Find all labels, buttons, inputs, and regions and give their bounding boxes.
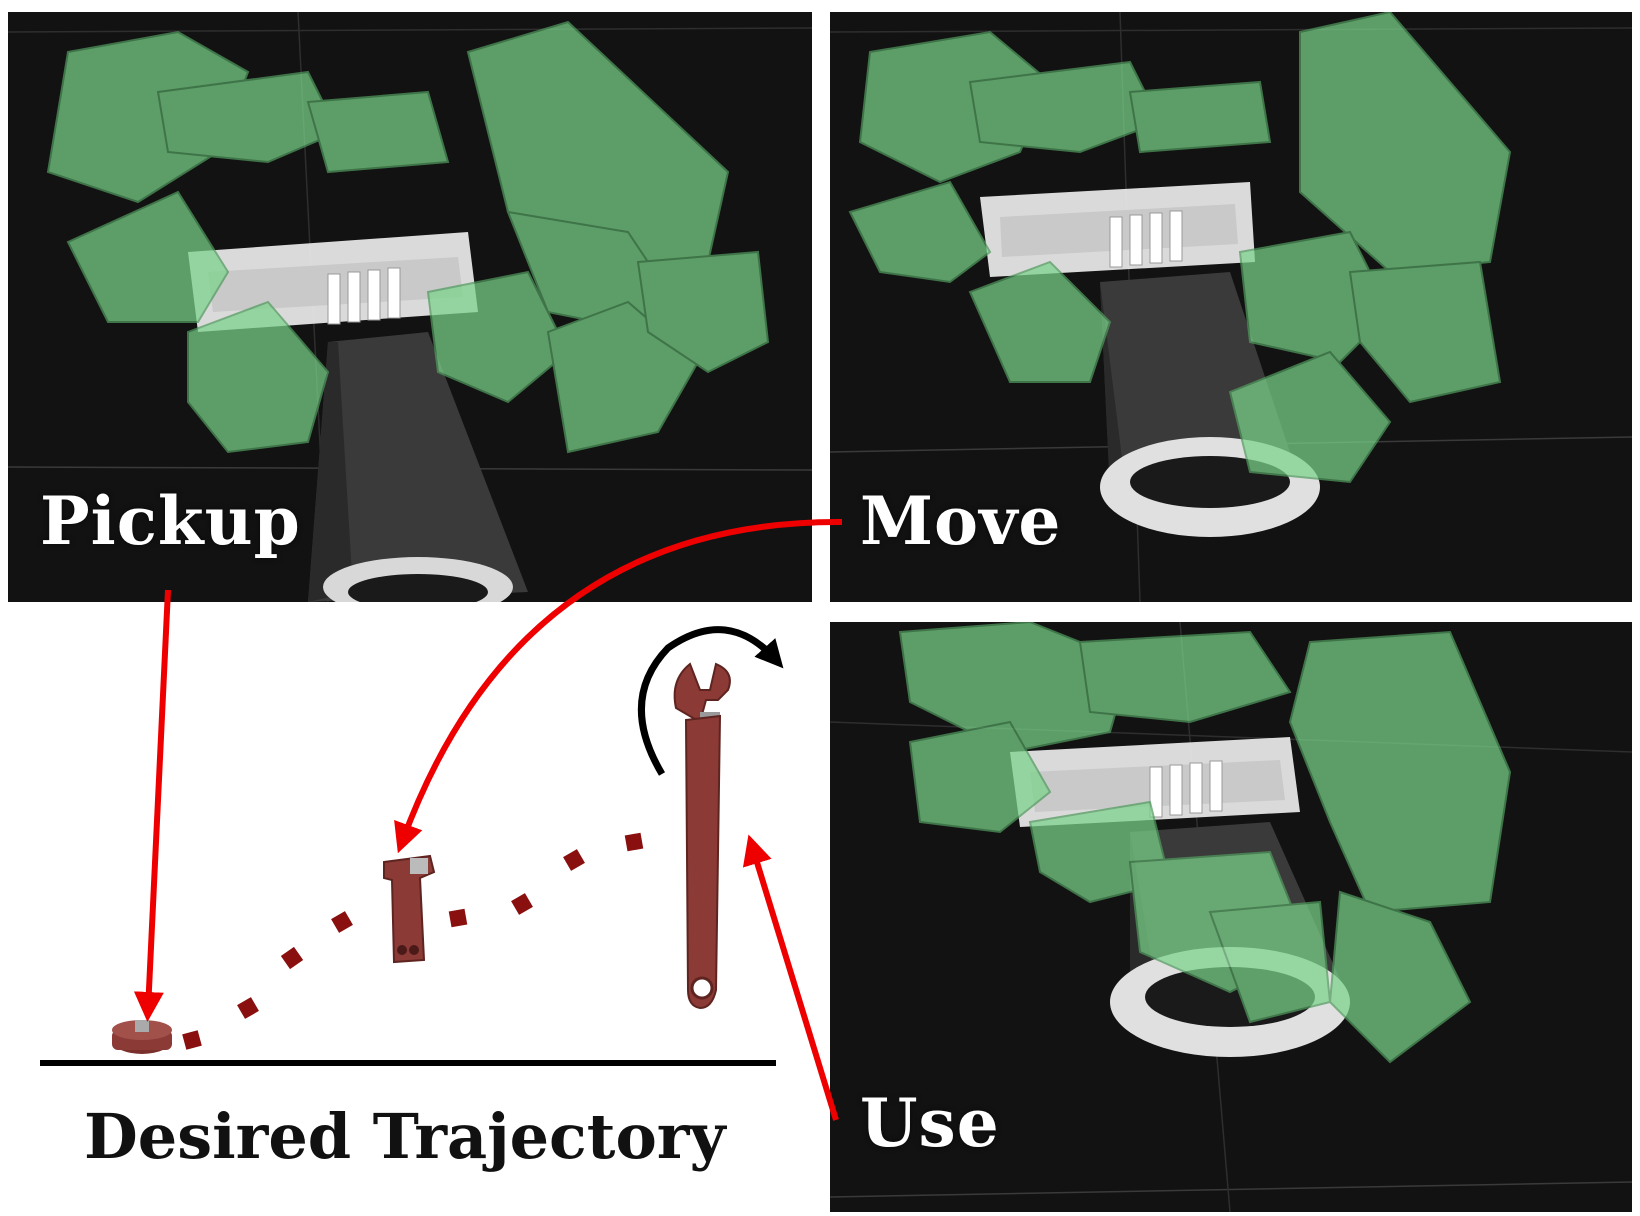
wrench-icon [673,662,731,1010]
pickup-label: Pickup [40,482,301,560]
rotation-arrow-icon [637,626,784,776]
robot-hand-icon [830,622,1632,1212]
pickup-panel [8,12,812,602]
use-panel [830,622,1632,1212]
move-arrow [394,518,843,854]
use-label: Use [860,1084,1000,1162]
wrench-icon [383,854,436,964]
trajectory-dots [182,832,644,1050]
move-label: Move [860,482,1062,560]
move-panel [830,12,1632,602]
use-arrow [742,834,839,1121]
robot-hand-icon [830,12,1632,602]
wrench-icon [112,1020,172,1054]
robot-hand-icon [8,12,812,602]
trajectory-title: Desired Trajectory [84,1100,726,1173]
pickup-arrow [133,589,171,1022]
